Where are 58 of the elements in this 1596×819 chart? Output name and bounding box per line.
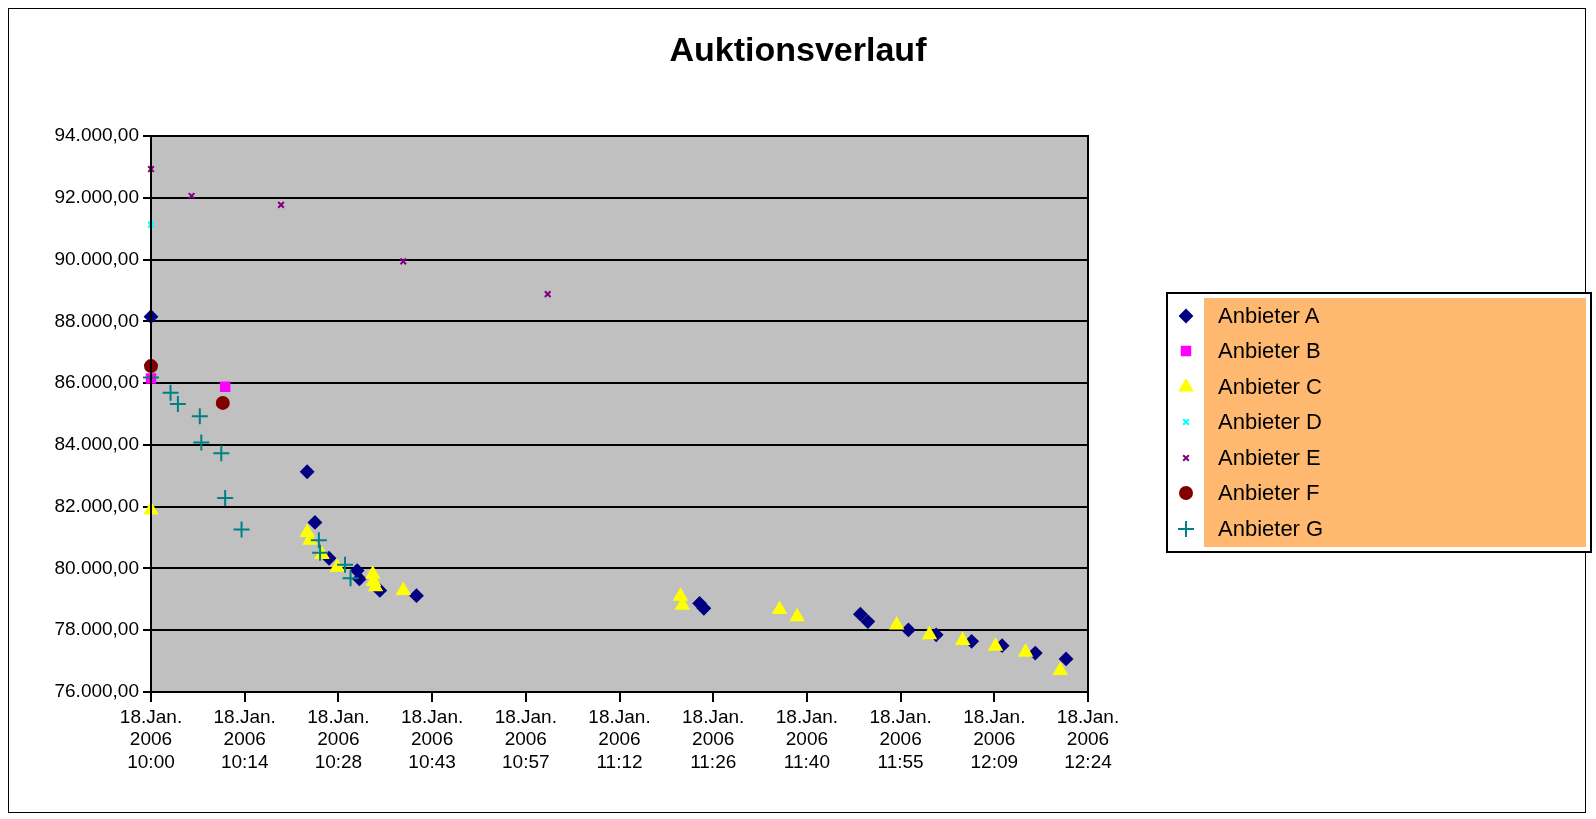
x-tick-label: 18.Jan. 2006 10:57 (494, 705, 557, 773)
legend-label: Anbieter F (1204, 475, 1586, 511)
point (922, 626, 937, 640)
point (1018, 644, 1033, 657)
x-tick-label: 18.Jan. 2006 11:55 (869, 705, 932, 773)
point (307, 515, 322, 530)
y-tick-label: 76.000,00 (54, 680, 139, 702)
point (901, 622, 916, 637)
y-tick-label: 80.000,00 (54, 556, 139, 578)
point (399, 257, 408, 266)
x-tick-label: 18.Jan. 2006 10:00 (119, 705, 183, 773)
x-tick-label: 18.Jan. 2006 11:26 (682, 705, 745, 773)
point (860, 614, 875, 629)
legend-label: Anbieter G (1204, 511, 1586, 547)
point (232, 520, 251, 539)
point (1053, 662, 1068, 675)
y-tick-label: 90.000,00 (54, 247, 139, 269)
point (790, 608, 805, 622)
point (396, 582, 411, 595)
legend-label: Anbieter E (1204, 440, 1586, 476)
legend-label: Anbieter A (1204, 298, 1586, 334)
point (1059, 651, 1074, 666)
point (336, 555, 355, 574)
y-tick-label: 78.000,00 (54, 618, 139, 640)
x-tick-label: 18.Jan. 2006 12:24 (1056, 705, 1120, 773)
point (409, 588, 424, 603)
point (192, 433, 211, 452)
point (215, 395, 230, 410)
x-tick-label: 18.Jan. 2006 12:09 (963, 705, 1026, 773)
point (216, 489, 235, 508)
legend-label: Anbieter C (1204, 369, 1586, 405)
point (212, 444, 231, 463)
point (309, 531, 328, 550)
point (988, 638, 1003, 651)
point (219, 381, 231, 393)
x-tick-label: 18.Jan. 2006 10:43 (400, 705, 464, 773)
x-tick-label: 18.Jan. 2006 10:14 (213, 705, 276, 773)
legend-label: Anbieter D (1204, 404, 1586, 440)
y-tick-label: 82.000,00 (54, 494, 139, 516)
y-tick-label: 94.000,00 (54, 124, 139, 146)
point (300, 464, 315, 479)
point (853, 607, 868, 622)
y-tick-label: 92.000,00 (54, 186, 139, 208)
y-tick-label: 88.000,00 (54, 309, 139, 331)
chart-title: Auktionsverlauf (668, 30, 928, 69)
y-tick-label: 86.000,00 (54, 371, 139, 393)
point (889, 616, 904, 630)
x-tick-label: 18.Jan. 2006 11:12 (588, 705, 651, 773)
point (772, 601, 787, 615)
x-tick-label: 18.Jan. 2006 11:40 (775, 705, 839, 773)
x-tick-label: 18.Jan. 2006 10:28 (307, 705, 370, 773)
point (330, 559, 345, 572)
legend-label: Anbieter B (1204, 333, 1586, 369)
point (696, 601, 711, 616)
point (955, 632, 970, 645)
point (190, 407, 209, 426)
point (341, 569, 360, 588)
y-tick-label: 84.000,00 (54, 433, 139, 455)
